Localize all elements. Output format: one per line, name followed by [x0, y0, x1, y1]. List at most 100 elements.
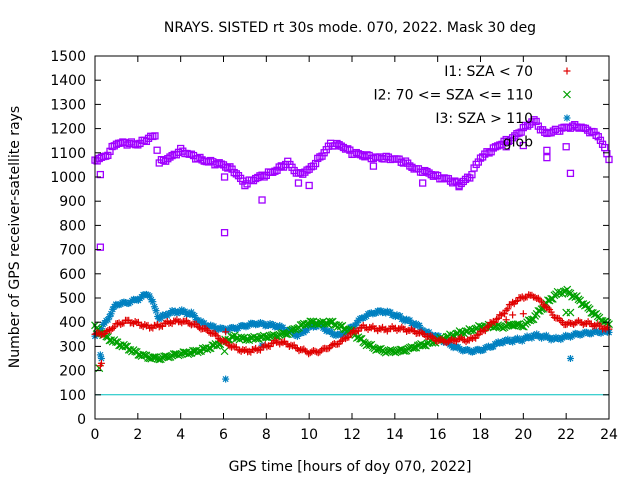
x-tick-label: 6: [219, 427, 228, 443]
data-point: [187, 150, 196, 158]
data-point: [393, 326, 401, 334]
data-point: [241, 181, 249, 190]
data-point: [279, 339, 287, 347]
data-point: [512, 297, 520, 305]
data-point: [149, 298, 157, 306]
data-point: [399, 346, 408, 355]
data-point: [481, 327, 489, 335]
y-tick-label: 300: [59, 339, 86, 355]
data-point: [271, 337, 279, 345]
x-tick-label: 22: [557, 427, 575, 443]
data-point: [433, 337, 441, 345]
outlier-point: [509, 311, 517, 319]
data-point: [473, 331, 481, 339]
data-point: [102, 152, 110, 160]
data-point: [592, 131, 600, 140]
data-point: [148, 353, 157, 362]
legend-marker: [563, 67, 571, 75]
x-tick-label: 8: [262, 427, 271, 443]
y-tick-label: 1100: [50, 146, 86, 162]
outlier-point: [220, 229, 229, 237]
data-point: [456, 335, 464, 343]
x-tick-label: 24: [600, 427, 618, 443]
outlier-point: [502, 316, 510, 324]
data-point: [151, 132, 159, 140]
data-point: [311, 159, 320, 168]
data-point: [179, 348, 188, 356]
data-point: [373, 345, 382, 354]
data-point: [344, 145, 352, 153]
legend-marker: [563, 90, 571, 99]
data-point: [541, 302, 549, 310]
data-point: [472, 334, 480, 342]
data-point: [403, 327, 411, 335]
data-point: [169, 350, 178, 358]
data-point: [528, 118, 536, 126]
data-point: [229, 342, 237, 350]
data-point: [269, 168, 277, 176]
data-point: [266, 343, 274, 351]
data-point: [462, 338, 470, 346]
legend-label: glob: [503, 135, 533, 151]
data-point: [410, 343, 419, 352]
data-point: [306, 317, 315, 326]
data-point: [509, 298, 517, 306]
data-point: [211, 330, 219, 338]
outlier-point: [566, 308, 575, 317]
data-point: [478, 328, 486, 336]
y-tick-label: 1500: [50, 49, 86, 65]
outlier-point: [220, 347, 229, 356]
outlier-point: [96, 351, 104, 359]
x-tick-label: 18: [472, 427, 490, 443]
data-point: [418, 341, 427, 350]
outlier-point: [369, 162, 378, 170]
data-point: [530, 116, 538, 124]
data-point: [493, 142, 502, 150]
data-point: [431, 171, 440, 179]
data-point: [242, 335, 250, 344]
data-point: [205, 328, 213, 336]
data-point: [501, 310, 509, 318]
data-point: [163, 352, 172, 361]
outlier-point: [543, 146, 551, 155]
data-point: [547, 308, 555, 316]
data-point: [240, 346, 248, 354]
data-point: [224, 164, 232, 172]
data-point: [579, 321, 587, 329]
data-point: [106, 147, 114, 155]
data-point: [502, 306, 510, 314]
data-point: [153, 146, 161, 154]
data-point: [320, 319, 329, 328]
outlier-point: [294, 179, 303, 187]
data-point: [153, 354, 162, 363]
data-point: [367, 324, 375, 332]
outlier-point: [96, 170, 105, 179]
y-tick-label: 1300: [50, 97, 86, 113]
outlier-point: [305, 181, 313, 190]
data-point: [517, 128, 525, 136]
outlier-point: [419, 179, 427, 187]
outlier-point: [519, 141, 527, 150]
outlier-point: [222, 375, 230, 383]
data-point: [544, 304, 552, 312]
data-point: [316, 153, 324, 161]
outlier-point: [562, 143, 570, 151]
data-point: [476, 154, 485, 162]
data-point: [187, 321, 195, 329]
x-tick-label: 0: [91, 427, 100, 443]
data-point: [485, 322, 493, 330]
y-tick-label: 1400: [50, 73, 86, 89]
data-point: [474, 158, 483, 166]
y-tick-label: 1200: [50, 122, 86, 138]
data-point: [508, 134, 517, 142]
data-point: [494, 314, 502, 322]
series-1: [91, 285, 613, 373]
data-point: [483, 148, 491, 156]
data-point: [314, 154, 322, 163]
data-point: [419, 329, 427, 337]
data-point: [131, 318, 139, 326]
data-point: [523, 122, 532, 130]
data-point: [487, 148, 495, 156]
data-point: [565, 318, 573, 326]
